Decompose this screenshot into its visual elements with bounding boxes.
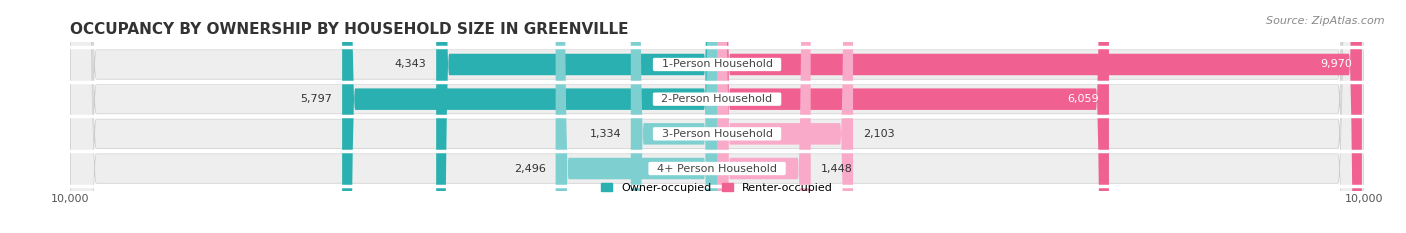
- FancyBboxPatch shape: [70, 0, 1364, 233]
- FancyBboxPatch shape: [717, 0, 1362, 233]
- Text: 4+ Person Household: 4+ Person Household: [650, 164, 785, 174]
- Legend: Owner-occupied, Renter-occupied: Owner-occupied, Renter-occupied: [596, 178, 838, 197]
- Text: 4,343: 4,343: [395, 59, 426, 69]
- Text: 5,797: 5,797: [301, 94, 332, 104]
- Text: 1,334: 1,334: [589, 129, 621, 139]
- FancyBboxPatch shape: [555, 0, 717, 233]
- Text: 6,059: 6,059: [1067, 94, 1099, 104]
- FancyBboxPatch shape: [717, 0, 811, 233]
- FancyBboxPatch shape: [717, 0, 853, 233]
- Text: 1-Person Household: 1-Person Household: [655, 59, 779, 69]
- FancyBboxPatch shape: [70, 0, 1364, 233]
- Text: 2-Person Household: 2-Person Household: [655, 94, 779, 104]
- FancyBboxPatch shape: [436, 0, 717, 233]
- FancyBboxPatch shape: [631, 0, 717, 233]
- Text: 3-Person Household: 3-Person Household: [655, 129, 779, 139]
- Text: 9,970: 9,970: [1320, 59, 1353, 69]
- Text: 1,448: 1,448: [821, 164, 852, 174]
- FancyBboxPatch shape: [717, 0, 1109, 233]
- Text: 2,103: 2,103: [863, 129, 894, 139]
- Text: OCCUPANCY BY OWNERSHIP BY HOUSEHOLD SIZE IN GREENVILLE: OCCUPANCY BY OWNERSHIP BY HOUSEHOLD SIZE…: [70, 22, 628, 37]
- FancyBboxPatch shape: [342, 0, 717, 233]
- FancyBboxPatch shape: [70, 0, 1364, 233]
- Text: Source: ZipAtlas.com: Source: ZipAtlas.com: [1267, 16, 1385, 26]
- Text: 2,496: 2,496: [515, 164, 546, 174]
- FancyBboxPatch shape: [70, 0, 1364, 233]
